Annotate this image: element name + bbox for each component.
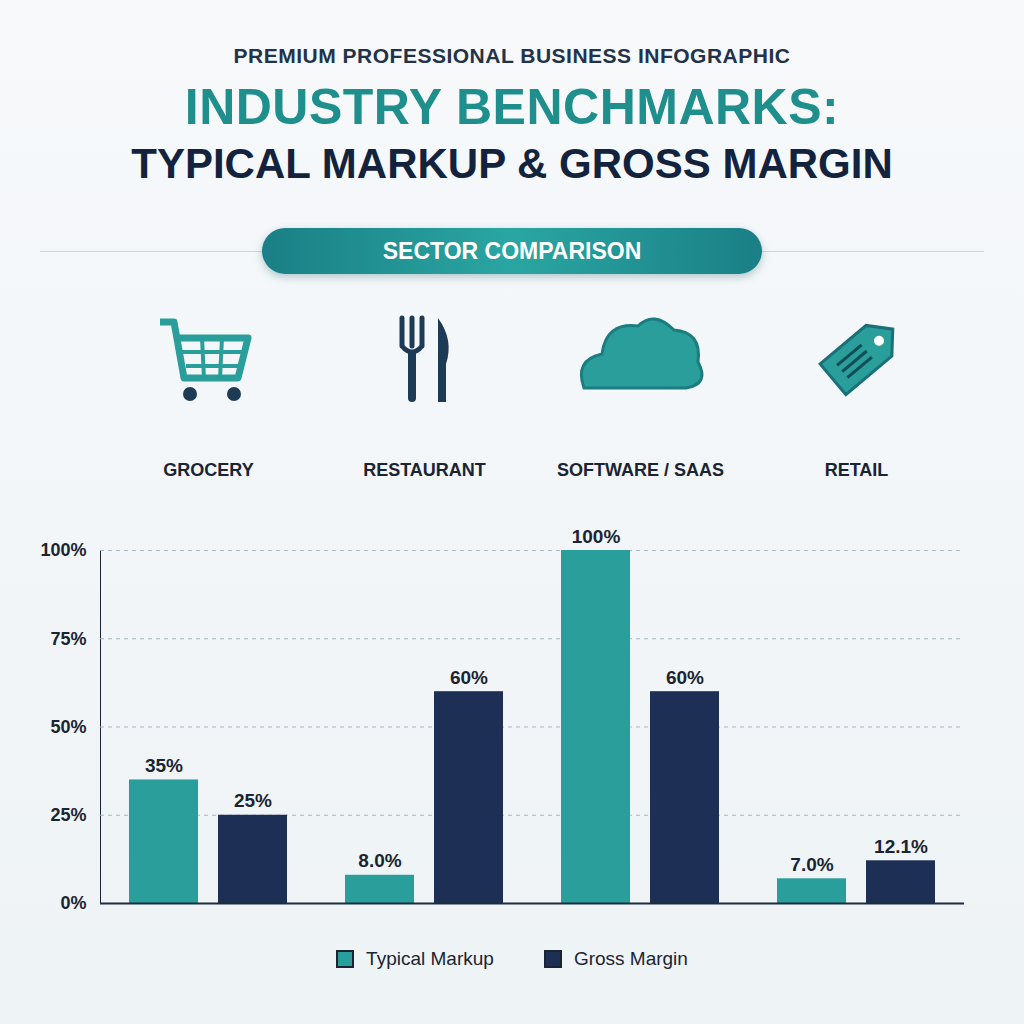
svg-text:8.0%: 8.0% [358,850,401,871]
svg-text:60%: 60% [450,667,488,688]
svg-text:0%: 0% [60,893,86,913]
svg-text:60%: 60% [666,667,704,688]
svg-text:SOFTWARE / SAAS: SOFTWARE / SAAS [557,460,724,480]
svg-text:25%: 25% [234,790,272,811]
svg-text:GROCERY: GROCERY [163,460,253,480]
svg-text:7.0%: 7.0% [790,854,833,875]
svg-text:75%: 75% [50,629,86,649]
html-text:Typical Markup: Typical Markup [366,948,494,969]
svg-text:35%: 35% [145,755,183,776]
svg-text:RESTAURANT: RESTAURANT [363,460,486,480]
svg-text:100%: 100% [40,540,86,560]
svg-text:50%: 50% [50,717,86,737]
svg-text:25%: 25% [50,805,86,825]
svg-text:RETAIL: RETAIL [825,460,889,480]
html-text:Gross Margin: Gross Margin [573,948,688,969]
svg-text:100%: 100% [572,526,621,547]
html-text:TYPICAL MARKUP & GROSS MARGIN: TYPICAL MARKUP & GROSS MARGIN [131,140,893,187]
svg-text:12.1%: 12.1% [874,836,928,857]
html-text:PREMIUM PROFESSIONAL BUSINESS: PREMIUM PROFESSIONAL BUSINESS INFOGRAPHI… [233,44,791,67]
html-text:SECTOR COMPARISON: SECTOR COMPARISON [382,238,642,264]
html-text:INDUSTRY BENCHMARKS:: INDUSTRY BENCHMARKS: [184,79,840,135]
